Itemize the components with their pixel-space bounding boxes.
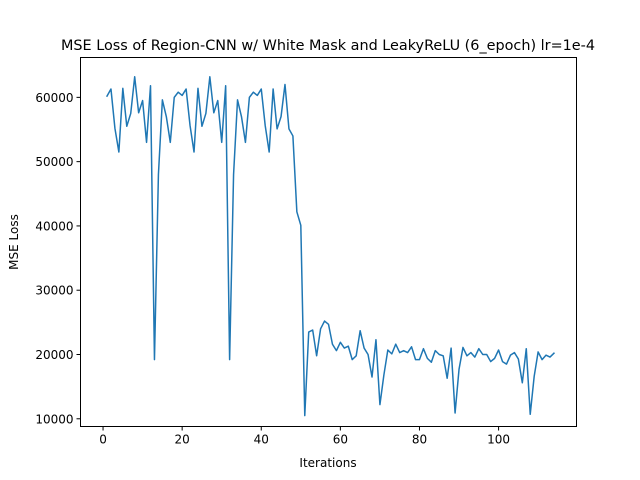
x-tick-label: 40 <box>254 433 269 447</box>
x-tick-label: 20 <box>175 433 190 447</box>
x-tick-label: 100 <box>487 433 510 447</box>
y-axis-label: MSE Loss <box>7 214 21 270</box>
x-axis-label: Iterations <box>299 456 356 470</box>
y-tick-label: 20000 <box>35 348 73 362</box>
chart-title: MSE Loss of Region-CNN w/ White Mask and… <box>61 38 595 54</box>
y-tick-label: 10000 <box>35 412 73 426</box>
y-tick-label: 40000 <box>35 219 73 233</box>
x-tick-label: 0 <box>99 433 107 447</box>
tick-group: 0 20 40 60 80 100 10000 20000 30000 40000 50000 600… <box>35 91 510 447</box>
plot-frame <box>80 57 577 427</box>
series-line <box>105 76 556 417</box>
y-tick-label: 30000 <box>35 284 73 298</box>
y-tick-label: 50000 <box>35 155 73 169</box>
x-tick-label: 80 <box>412 433 427 447</box>
y-tick-label: 60000 <box>35 91 73 105</box>
x-tick-label: 60 <box>333 433 348 447</box>
